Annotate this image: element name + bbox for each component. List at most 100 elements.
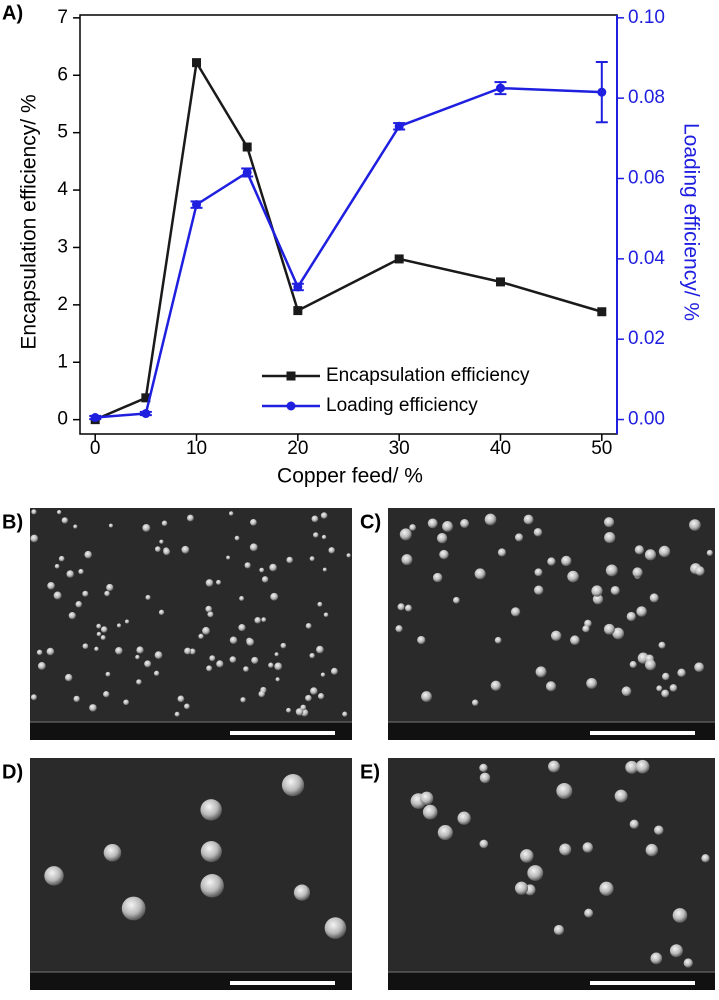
x-axis-label: Copper feed/ % — [277, 465, 423, 488]
y-tick-label: 6 — [57, 64, 68, 85]
particle — [293, 884, 311, 901]
particle — [460, 519, 470, 528]
particle — [471, 699, 479, 706]
particle — [209, 655, 216, 662]
particle — [200, 841, 222, 863]
particle — [661, 689, 670, 698]
particle — [550, 630, 562, 641]
particle — [121, 896, 146, 921]
legend-marker — [286, 401, 296, 411]
particle — [286, 707, 292, 713]
particle — [635, 759, 650, 774]
particle — [68, 612, 76, 620]
particle — [604, 517, 615, 528]
particle — [629, 661, 637, 669]
y-tick-label: 5 — [57, 122, 68, 143]
y-tick-label: 2 — [57, 294, 68, 315]
particle — [106, 583, 114, 592]
particle — [234, 535, 240, 541]
particle — [484, 513, 497, 526]
particle — [36, 649, 43, 656]
data-point — [242, 167, 252, 177]
particle — [309, 652, 315, 659]
particle — [320, 672, 326, 677]
particle — [479, 839, 489, 849]
particle — [286, 556, 293, 564]
particle — [30, 534, 39, 543]
data-point — [394, 121, 404, 131]
particle — [605, 564, 618, 577]
particle — [399, 528, 412, 541]
legend-label: Encapsulation efficiency — [326, 365, 530, 386]
particle — [275, 677, 280, 682]
particle — [82, 590, 89, 597]
particle — [205, 579, 214, 587]
data-point — [597, 87, 607, 97]
y2-axis-label: Loading efficiency/ % — [679, 123, 702, 321]
particle — [694, 662, 704, 673]
particle — [695, 566, 705, 576]
particle — [584, 908, 594, 918]
particle — [439, 549, 449, 560]
particle — [96, 623, 102, 629]
y2-tick-label: 0.10 — [628, 7, 665, 28]
y-tick-label: 7 — [57, 7, 68, 28]
particle — [84, 550, 92, 559]
particle — [567, 570, 579, 583]
particle — [258, 690, 265, 698]
particle — [47, 581, 55, 590]
sem-image — [388, 508, 715, 740]
particle — [105, 671, 111, 677]
data-point — [394, 254, 404, 264]
panel-label: E) — [360, 761, 380, 783]
particle — [251, 656, 259, 664]
particle — [116, 623, 122, 628]
particle — [677, 668, 686, 678]
particle — [346, 553, 351, 558]
particle — [305, 623, 312, 629]
particle — [442, 521, 453, 532]
particle — [658, 641, 666, 649]
particle — [64, 673, 73, 682]
particle — [174, 711, 180, 717]
particle — [187, 514, 194, 522]
particle — [58, 555, 65, 562]
particle — [181, 545, 190, 554]
particle — [457, 811, 471, 825]
data-point — [192, 200, 202, 210]
particle — [249, 543, 258, 552]
x-tick-label: 40 — [490, 438, 511, 459]
particle — [689, 519, 701, 531]
particle — [124, 619, 130, 624]
scale-bar — [590, 981, 695, 985]
y2-tick-label: 0.06 — [628, 168, 665, 189]
panel-label: A) — [2, 2, 23, 24]
x-tick-label: 10 — [186, 438, 207, 459]
particle — [309, 556, 315, 562]
particle — [342, 711, 348, 717]
particle — [535, 666, 547, 678]
particle — [200, 799, 222, 821]
particle — [226, 555, 231, 560]
particle — [604, 531, 616, 544]
particle — [104, 590, 110, 597]
particle — [268, 662, 274, 668]
particle — [274, 662, 283, 671]
panel-label: B) — [2, 511, 23, 533]
particle — [205, 605, 212, 613]
particle — [519, 849, 534, 863]
particle — [556, 782, 573, 799]
particle — [281, 773, 305, 797]
y-tick-label: 3 — [57, 236, 68, 257]
particle — [154, 546, 161, 553]
particle — [103, 691, 110, 698]
particle — [159, 539, 164, 544]
particle — [644, 549, 657, 561]
particle — [614, 789, 628, 803]
particle — [229, 636, 238, 644]
particle — [436, 533, 448, 544]
info-bar — [388, 972, 715, 990]
sem-image — [30, 508, 352, 740]
particle — [100, 626, 108, 633]
particle — [514, 533, 524, 542]
